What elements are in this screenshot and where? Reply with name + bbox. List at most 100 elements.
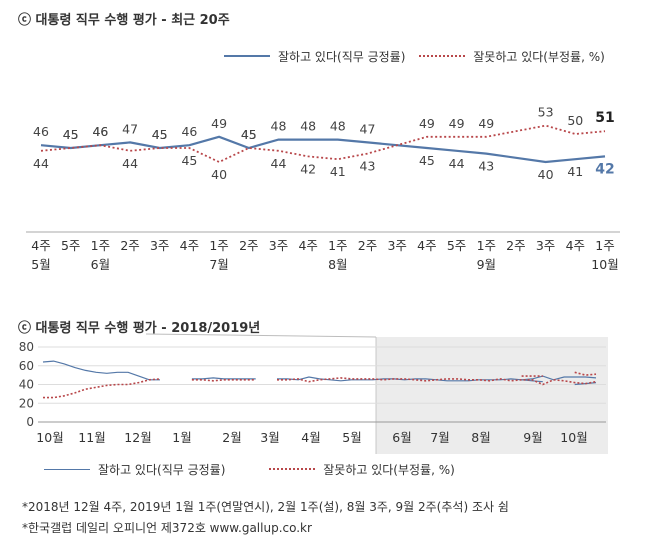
top-data-label-disapprove: 45	[241, 127, 257, 142]
top-data-label-approve: 45	[419, 153, 435, 168]
top-data-label-disapprove: 49	[449, 116, 465, 131]
top-data-label-disapprove: 43	[360, 159, 376, 174]
top-series-line-approve	[40, 135, 606, 164]
bottom-x-tick-label: 2월	[222, 430, 241, 445]
top-data-label-disapprove: 40	[211, 167, 227, 182]
bottom-line-chart: 80 60 40 20 0 10월 11월 12월 1월 2월 3월 4월 5월 6월 7월 8월 9월 10월	[19, 333, 608, 454]
top-data-label-disapprove: 44	[271, 156, 287, 171]
top-x-tick-label: 2주	[506, 238, 525, 253]
bottom-y-tick-label: 60	[19, 359, 34, 373]
top-data-label-approve: 44	[449, 156, 465, 171]
top-x-tick-label: 10월	[591, 257, 618, 272]
footnotes: *2018년 12월 4주, 2019년 1월 1주(연말연시), 2월 1주(…	[22, 497, 509, 539]
legend-disapprove: 잘못하고 있다(부정률, %)	[419, 48, 605, 65]
top-data-label-approve: 47	[122, 121, 138, 136]
top-data-label-disapprove: 49	[419, 116, 435, 131]
top-x-tick-label: 2주	[120, 238, 139, 253]
top-data-label-disapprove: 45	[63, 127, 79, 142]
top-data-label-disapprove: 44	[33, 156, 49, 171]
top-data-label-approve: 46	[92, 124, 108, 139]
bottom-x-tick-label: 12월	[124, 430, 151, 445]
top-data-label-disapprove: 50	[567, 113, 583, 128]
top-data-label-approve: 48	[271, 119, 287, 134]
bottom-legend: 잘하고 있다(직무 긍정률) 잘못하고 있다(부정률, %)	[44, 459, 465, 478]
bottom-y-tick-label: 40	[19, 378, 34, 392]
highlight-connector	[145, 333, 377, 338]
bottom-x-tick-label: 6월	[392, 430, 411, 445]
top-x-tick-label: 4주	[31, 238, 50, 253]
top-x-tick-label: 3주	[150, 238, 169, 253]
bottom-series-line-disapprove	[191, 379, 256, 382]
bottom-series-line-disapprove	[43, 378, 161, 399]
top-x-tick-label: 3주	[387, 238, 406, 253]
top-data-label-approve: 48	[330, 119, 346, 134]
top-x-tick-label: 1주	[477, 238, 496, 253]
top-x-tick-label: 2주	[358, 238, 377, 253]
bottom-legend-disapprove: 잘못하고 있다(부정률, %)	[269, 461, 455, 478]
top-x-tick-label: 1주	[91, 238, 110, 253]
top-legend: 잘하고 있다(직무 긍정률) 잘못하고 있다(부정률, %)	[224, 46, 615, 65]
top-data-label-approve: 43	[478, 159, 494, 174]
footnote-skipped-weeks: *2018년 12월 4주, 2019년 1월 1주(연말연시), 2월 1주(…	[22, 500, 509, 514]
bottom-y-tick-label: 20	[19, 396, 34, 410]
top-data-label-disapprove: 46	[92, 124, 108, 139]
top-data-label-approve: 46	[181, 124, 197, 139]
top-data-label-approve: 48	[300, 119, 316, 134]
top-x-tick-label: 3주	[269, 238, 288, 253]
bottom-y-tick-label: 80	[19, 340, 34, 354]
bottom-x-tick-label: 5월	[342, 430, 361, 445]
bottom-x-tick-label: 7월	[430, 430, 449, 445]
bottom-x-tick-label: 11월	[78, 430, 105, 445]
bottom-legend-disapprove-label: 잘못하고 있다(부정률, %)	[323, 462, 455, 477]
bottom-x-tick-label: 10월	[36, 430, 63, 445]
legend-approve: 잘하고 있다(직무 긍정률)	[224, 48, 405, 65]
top-x-tick-label: 4주	[566, 238, 585, 253]
bottom-legend-approve-label: 잘하고 있다(직무 긍정률)	[98, 463, 226, 477]
bottom-x-tick-label: 4월	[301, 430, 320, 445]
top-data-label-disapprove: 51	[595, 110, 614, 126]
bottom-legend-approve: 잘하고 있다(직무 긍정률)	[44, 461, 225, 478]
top-data-label-disapprove: 53	[538, 105, 554, 120]
top-x-tick-label: 1주	[328, 238, 347, 253]
top-data-label-approve: 45	[152, 127, 168, 142]
top-data-label-approve: 40	[538, 167, 554, 182]
top-x-tick-label: 5주	[447, 238, 466, 253]
top-data-label-approve: 46	[33, 124, 49, 139]
bottom-x-tick-label: 9월	[523, 430, 542, 445]
top-x-tick-label: 4주	[417, 238, 436, 253]
top-data-label-disapprove: 49	[478, 116, 494, 131]
top-x-tick-label: 2주	[239, 238, 258, 253]
top-x-tick-label: 6월	[91, 257, 110, 272]
top-x-tick-label: 5월	[31, 257, 50, 272]
bottom-x-tick-label: 3월	[260, 430, 279, 445]
top-x-tick-label: 4주	[298, 238, 317, 253]
top-x-tick-label: 1주	[209, 238, 228, 253]
legend-disapprove-swatch	[419, 55, 466, 57]
top-x-tick-label: 8월	[328, 257, 347, 272]
bottom-x-tick-label: 10월	[560, 430, 587, 445]
bottom-x-tick-label: 1월	[172, 430, 191, 445]
top-x-tick-label: 7월	[209, 257, 228, 272]
bottom-series-line-disapprove	[277, 377, 597, 386]
top-x-tick-label: 5주	[61, 238, 80, 253]
top-data-label-approve: 42	[595, 161, 614, 177]
top-data-label-disapprove: 41	[330, 164, 346, 179]
legend-approve-label: 잘하고 있다(직무 긍정률)	[278, 49, 406, 64]
top-x-tick-label: 4주	[180, 238, 199, 253]
top-data-label-disapprove: 42	[300, 161, 316, 176]
bottom-series-line-approve	[42, 360, 160, 381]
legend-approve-swatch	[224, 55, 270, 57]
top-data-label-disapprove: 45	[181, 153, 197, 168]
bottom-legend-disapprove-swatch	[269, 468, 316, 470]
bottom-chart-title: ⓒ 대통령 직무 수행 평가 - 2018/2019년	[18, 321, 261, 336]
bottom-x-tick-label: 8월	[471, 430, 490, 445]
top-data-label-approve: 47	[360, 121, 376, 136]
recent-20-weeks-highlight	[376, 337, 608, 454]
top-data-label-approve: 45	[241, 127, 257, 142]
top-data-label-approve: 45	[63, 127, 79, 142]
top-x-tick-label: 1주	[595, 238, 614, 253]
top-x-tick-label: 3주	[536, 238, 555, 253]
top-data-label-approve: 41	[567, 164, 583, 179]
top-chart-title: ⓒ 대통령 직무 수행 평가 - 최근 20주	[18, 13, 230, 28]
legend-disapprove-label: 잘못하고 있다(부정률, %)	[473, 49, 605, 64]
